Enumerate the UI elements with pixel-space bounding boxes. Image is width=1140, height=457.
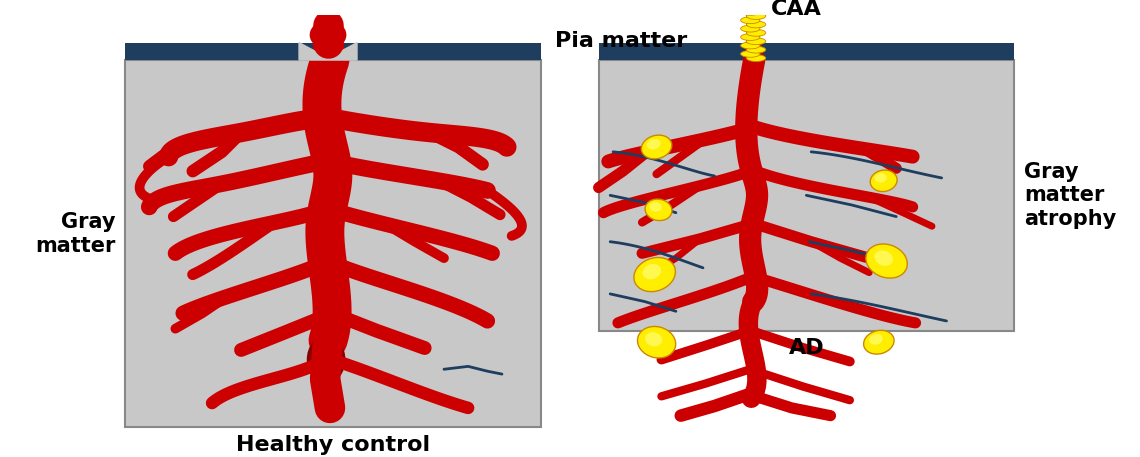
Ellipse shape xyxy=(650,202,661,212)
Text: Gray
matter
atrophy: Gray matter atrophy xyxy=(1024,162,1116,228)
Ellipse shape xyxy=(747,4,766,11)
Ellipse shape xyxy=(865,244,907,278)
Ellipse shape xyxy=(874,250,893,266)
Ellipse shape xyxy=(310,21,347,49)
Polygon shape xyxy=(746,39,760,43)
FancyBboxPatch shape xyxy=(598,43,1015,60)
Ellipse shape xyxy=(741,0,760,7)
Text: Gray
matter: Gray matter xyxy=(35,213,115,255)
Ellipse shape xyxy=(645,199,671,221)
Ellipse shape xyxy=(747,0,766,3)
Text: CAA: CAA xyxy=(771,0,822,19)
Ellipse shape xyxy=(870,170,897,191)
Ellipse shape xyxy=(642,135,671,159)
Ellipse shape xyxy=(869,334,882,345)
Text: Pia matter: Pia matter xyxy=(555,31,687,51)
Ellipse shape xyxy=(747,21,766,28)
Ellipse shape xyxy=(864,330,894,354)
Ellipse shape xyxy=(874,173,887,183)
Ellipse shape xyxy=(747,30,766,36)
Ellipse shape xyxy=(741,51,760,57)
Ellipse shape xyxy=(747,46,766,53)
Ellipse shape xyxy=(637,326,676,358)
FancyBboxPatch shape xyxy=(598,60,1015,330)
FancyBboxPatch shape xyxy=(125,43,540,60)
Ellipse shape xyxy=(741,8,760,15)
Ellipse shape xyxy=(645,332,662,346)
Ellipse shape xyxy=(741,17,760,24)
Ellipse shape xyxy=(741,34,760,41)
Ellipse shape xyxy=(747,13,766,20)
Ellipse shape xyxy=(307,335,345,384)
Text: AD: AD xyxy=(789,338,824,358)
Text: Healthy control: Healthy control xyxy=(236,435,430,455)
Ellipse shape xyxy=(747,38,766,45)
FancyBboxPatch shape xyxy=(125,60,540,427)
Ellipse shape xyxy=(741,25,760,32)
Ellipse shape xyxy=(646,139,660,149)
Polygon shape xyxy=(299,43,357,60)
Ellipse shape xyxy=(643,264,661,279)
Ellipse shape xyxy=(741,42,760,49)
Ellipse shape xyxy=(634,257,675,292)
Ellipse shape xyxy=(747,55,766,62)
